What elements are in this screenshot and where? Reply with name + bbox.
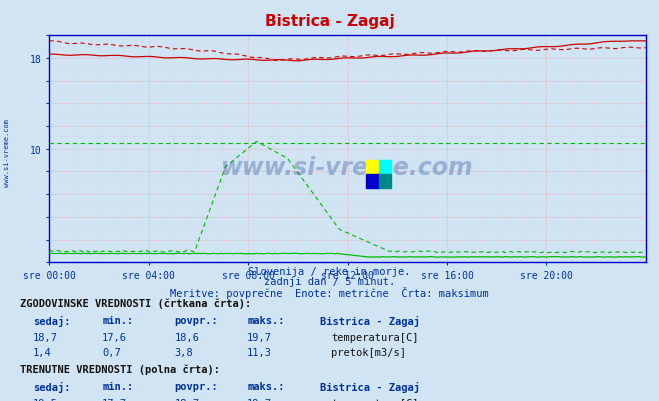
Text: TRENUTNE VREDNOSTI (polna črta):: TRENUTNE VREDNOSTI (polna črta): bbox=[20, 364, 219, 374]
Text: www.si-vreme.com: www.si-vreme.com bbox=[4, 118, 11, 186]
Text: zadnji dan / 5 minut.: zadnji dan / 5 minut. bbox=[264, 277, 395, 287]
Text: sedaj:: sedaj: bbox=[33, 381, 71, 392]
Text: maks.:: maks.: bbox=[247, 381, 285, 391]
Text: sedaj:: sedaj: bbox=[33, 315, 71, 326]
Text: 18,7: 18,7 bbox=[175, 398, 200, 401]
Text: min.:: min.: bbox=[102, 315, 133, 325]
Text: temperatura[C]: temperatura[C] bbox=[331, 398, 419, 401]
Bar bbox=[366, 175, 379, 189]
Bar bbox=[379, 175, 391, 189]
Text: 19,7: 19,7 bbox=[247, 398, 272, 401]
Text: temperatura[C]: temperatura[C] bbox=[331, 332, 419, 342]
Text: pretok[m3/s]: pretok[m3/s] bbox=[331, 347, 407, 357]
Text: www.si-vreme.com: www.si-vreme.com bbox=[221, 156, 474, 180]
Bar bbox=[366, 161, 379, 175]
Text: 19,7: 19,7 bbox=[247, 332, 272, 342]
Text: ZGODOVINSKE VREDNOSTI (črtkana črta):: ZGODOVINSKE VREDNOSTI (črtkana črta): bbox=[20, 298, 251, 308]
Text: 11,3: 11,3 bbox=[247, 347, 272, 357]
Text: Bistrica - Zagaj: Bistrica - Zagaj bbox=[320, 381, 420, 392]
Text: Bistrica - Zagaj: Bistrica - Zagaj bbox=[265, 14, 394, 29]
Text: 1,4: 1,4 bbox=[33, 347, 51, 357]
Text: Bistrica - Zagaj: Bistrica - Zagaj bbox=[320, 315, 420, 326]
Text: 18,7: 18,7 bbox=[33, 332, 58, 342]
Text: 17,7: 17,7 bbox=[102, 398, 127, 401]
Text: povpr.:: povpr.: bbox=[175, 315, 218, 325]
Text: 3,8: 3,8 bbox=[175, 347, 193, 357]
Text: povpr.:: povpr.: bbox=[175, 381, 218, 391]
Text: 19,5: 19,5 bbox=[33, 398, 58, 401]
Text: 18,6: 18,6 bbox=[175, 332, 200, 342]
Text: maks.:: maks.: bbox=[247, 315, 285, 325]
Text: Slovenija / reke in morje.: Slovenija / reke in morje. bbox=[248, 267, 411, 277]
Bar bbox=[379, 161, 391, 175]
Text: Meritve: povprečne  Enote: metrične  Črta: maksimum: Meritve: povprečne Enote: metrične Črta:… bbox=[170, 287, 489, 299]
Text: min.:: min.: bbox=[102, 381, 133, 391]
Text: 17,6: 17,6 bbox=[102, 332, 127, 342]
Text: 0,7: 0,7 bbox=[102, 347, 121, 357]
